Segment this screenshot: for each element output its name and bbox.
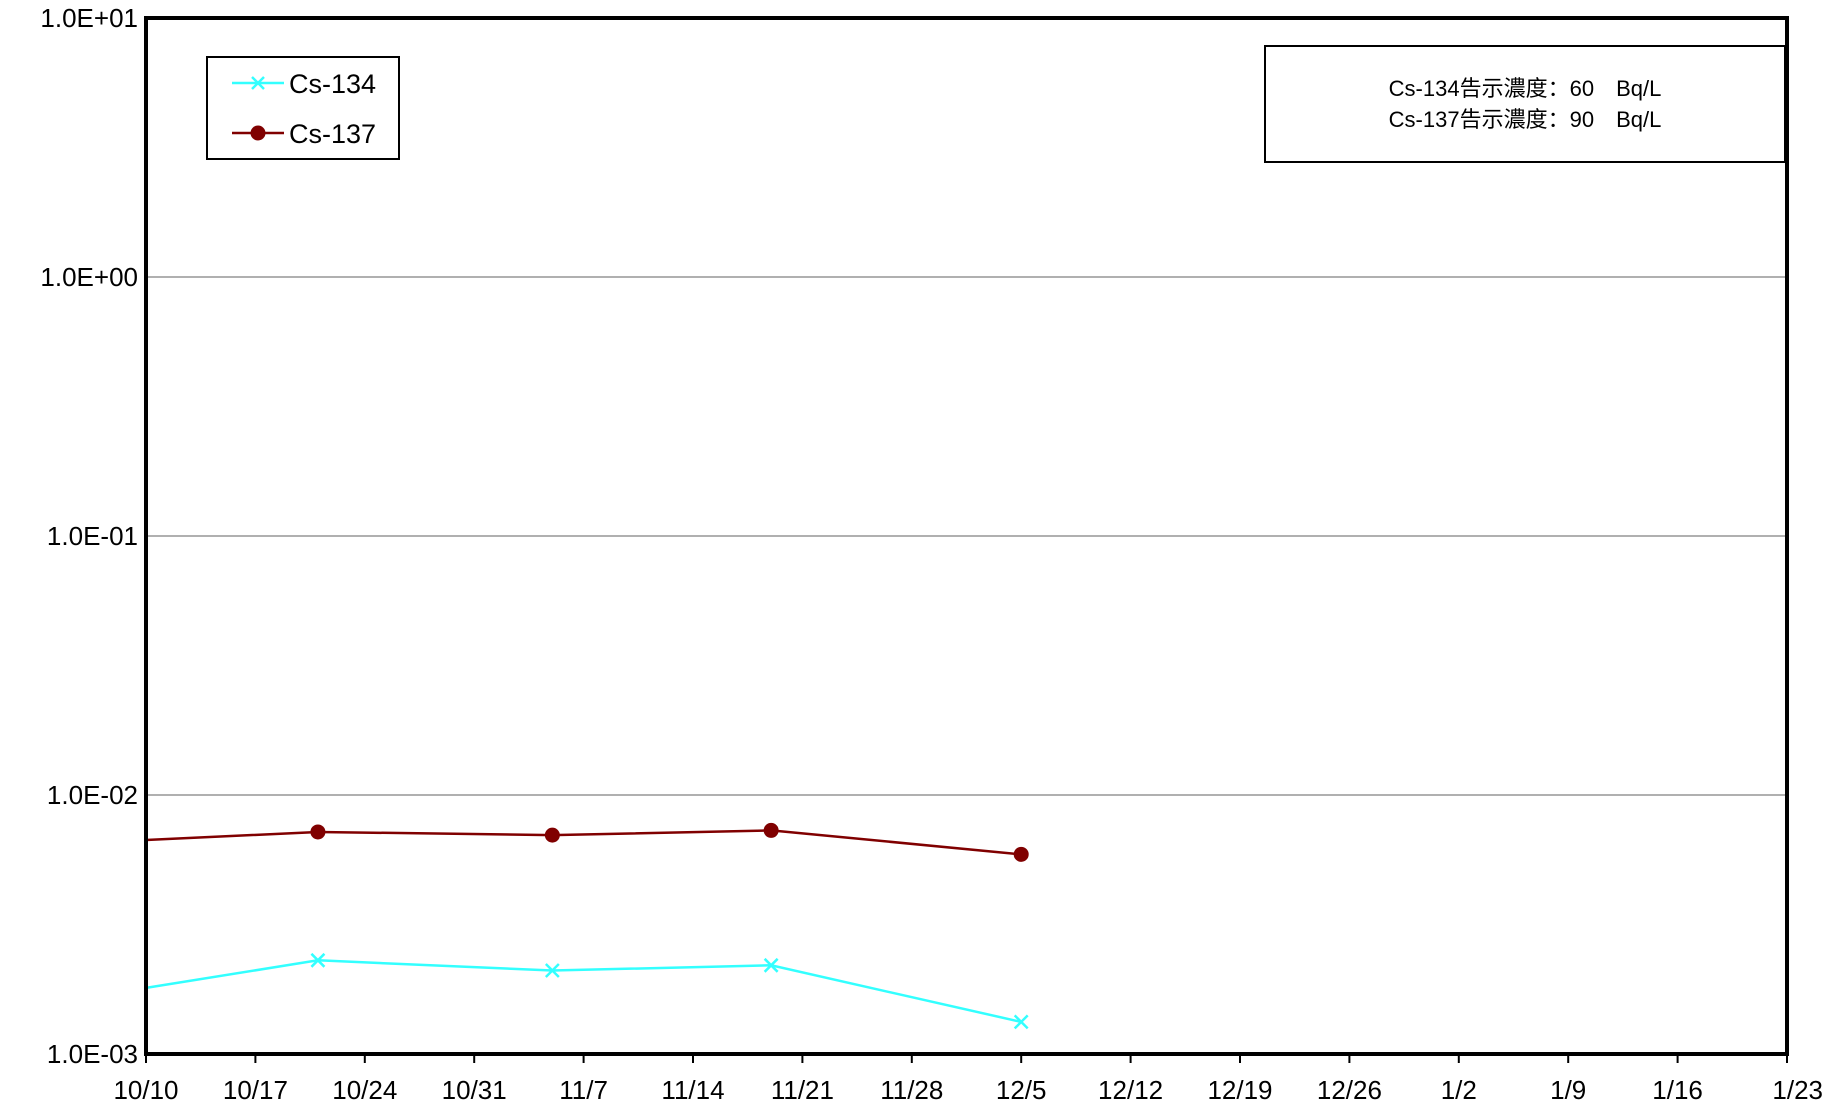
x-tick-label: 10/17 (223, 1075, 288, 1105)
data-point (544, 963, 560, 978)
series-layer (145, 822, 1029, 1030)
x-tick-label: 1/9 (1550, 1075, 1586, 1105)
x-tick-label: 12/26 (1317, 1075, 1382, 1105)
data-point (1013, 846, 1029, 862)
data-point (544, 827, 560, 843)
x-tick-label: 1/16 (1652, 1075, 1703, 1105)
annotation-line-cs137: Cs-137告示濃度：90 Bq/L (1389, 107, 1662, 132)
y-tick-label: 1.0E-01 (47, 521, 138, 551)
data-point (1013, 1014, 1029, 1030)
data-point (310, 824, 326, 840)
data-point (310, 952, 326, 968)
y-tick-label: 1.0E-02 (47, 780, 138, 810)
y-tick-label: 1.0E+00 (40, 262, 138, 292)
annotation-box (1264, 45, 1786, 163)
plot-area-frame (144, 16, 1789, 1056)
x-tick-label: 12/12 (1098, 1075, 1163, 1105)
legend-box (206, 56, 400, 160)
x-tick-label: 11/7 (559, 1075, 608, 1105)
legend-marker-cs134 (251, 76, 265, 90)
series-line-cs-137 (145, 829, 1022, 856)
legend: Cs-134 Cs-137 (206, 56, 400, 160)
x-tick-label: 11/28 (880, 1075, 943, 1105)
x-tick-label: 12/5 (996, 1075, 1047, 1105)
x-tick-label: 11/14 (661, 1075, 724, 1105)
x-tick-label: 10/10 (113, 1075, 178, 1105)
annotation: Cs-134告示濃度：60 Bq/L Cs-137告示濃度：90 Bq/L (1264, 45, 1786, 163)
x-tick-label: 12/19 (1207, 1075, 1272, 1105)
x-axis: 10/10 10/17 10/24 10/31 11/7 11/14 11/21 11/28 1… (113, 1054, 1823, 1105)
x-tick-label: 10/24 (332, 1075, 397, 1105)
legend-label-cs134: Cs-134 (289, 69, 376, 99)
series-line-cs-134 (145, 959, 1022, 1024)
legend-label-cs137: Cs-137 (289, 119, 376, 149)
y-tick-label: 1.0E-03 (47, 1039, 138, 1069)
x-tick-label: 1/2 (1441, 1075, 1477, 1105)
y-axis: 1.0E+01 1.0E+00 1.0E-01 1.0E-02 1.0E-03 (40, 3, 138, 1069)
data-point (763, 822, 779, 838)
legend-marker-cs137 (250, 125, 266, 141)
gridlines (146, 276, 1787, 796)
x-tick-label: 1/23 (1772, 1075, 1823, 1105)
annotation-line-cs134: Cs-134告示濃度：60 Bq/L (1389, 76, 1662, 101)
x-tick-label: 11/21 (771, 1075, 834, 1105)
y-tick-label: 1.0E+01 (40, 3, 138, 33)
x-tick-label: 10/31 (442, 1075, 507, 1105)
data-point (763, 957, 779, 973)
